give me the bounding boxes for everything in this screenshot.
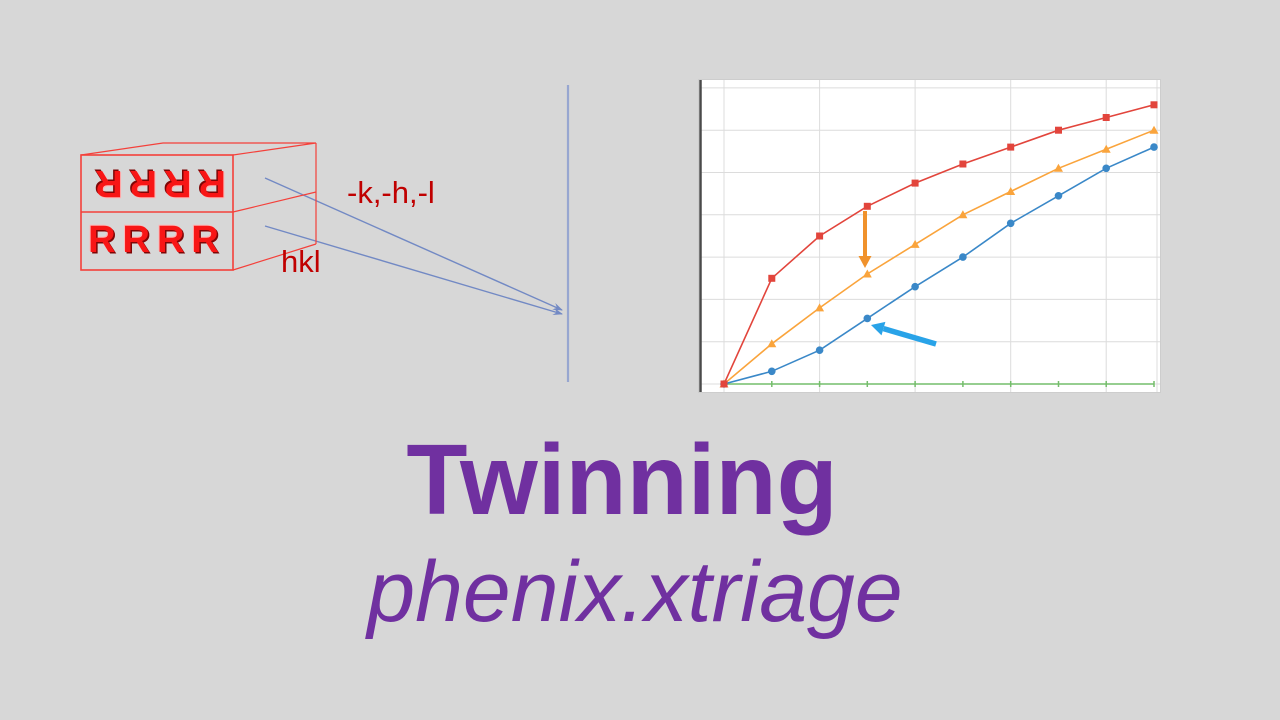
label-hkl: hkl — [281, 244, 321, 279]
twin-reflection-arrows — [264, 177, 563, 315]
twin-domain-letters-rotated: RRRR — [88, 162, 226, 204]
cumulative-distribution-chart — [698, 79, 1161, 393]
box-right-face-boundary — [232, 191, 317, 213]
reflection-arrow-bottom — [264, 225, 563, 315]
reflection-arrow-top — [264, 177, 563, 311]
twin-crystal-box — [80, 142, 317, 271]
slide-subtitle: phenix.xtriage — [367, 544, 903, 640]
chart-svg — [699, 80, 1160, 392]
box-bottom-right-edge — [232, 243, 317, 271]
label-minus-k-h-l: -k,-h,-l — [347, 175, 435, 210]
box-top-face — [80, 142, 317, 156]
slide-title: Twinning — [406, 424, 838, 536]
crystal-domain-letters: RRRR — [88, 219, 226, 261]
